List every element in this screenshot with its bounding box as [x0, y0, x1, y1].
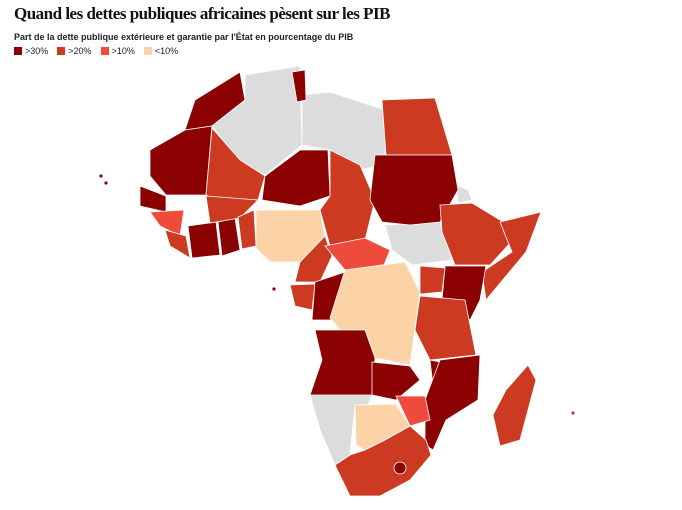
country [439, 202, 521, 266]
legend-swatch [57, 47, 66, 55]
country [294, 235, 333, 283]
legend-swatch [143, 47, 152, 55]
country [414, 295, 477, 361]
country [393, 461, 407, 475]
country [103, 180, 109, 186]
country [371, 361, 421, 401]
country [187, 221, 221, 259]
country [419, 265, 446, 295]
legend-label: >10% [111, 46, 135, 56]
country [492, 364, 537, 447]
country [98, 173, 104, 179]
legend-item: <10% [143, 46, 179, 56]
country [164, 229, 191, 259]
country [395, 395, 431, 427]
country [369, 154, 459, 226]
legend-swatch [100, 47, 109, 55]
legend-item: >30% [14, 46, 48, 56]
legend-label: <10% [154, 46, 179, 56]
country [309, 329, 376, 396]
country [237, 209, 257, 250]
country [291, 69, 307, 103]
country [481, 211, 542, 301]
country [455, 184, 473, 204]
legend-label: >20% [68, 46, 92, 56]
country [570, 410, 576, 416]
country [309, 394, 373, 466]
country [381, 97, 453, 156]
country [271, 286, 277, 292]
legend-label: >30% [25, 46, 49, 56]
country [301, 91, 386, 171]
legend: >30% >20% >10% <10% [14, 46, 178, 56]
country [334, 425, 432, 497]
legend-swatch [14, 47, 22, 55]
legend-item: >20% [57, 46, 92, 56]
subtitle: Part de la dette publique extérieure et … [14, 32, 354, 42]
title: Quand les dettes publiques africaines pè… [14, 4, 390, 23]
legend-item: >10% [100, 46, 135, 56]
country [217, 217, 241, 257]
country [184, 71, 246, 131]
country [149, 125, 213, 196]
country [289, 283, 316, 311]
country [324, 237, 391, 271]
